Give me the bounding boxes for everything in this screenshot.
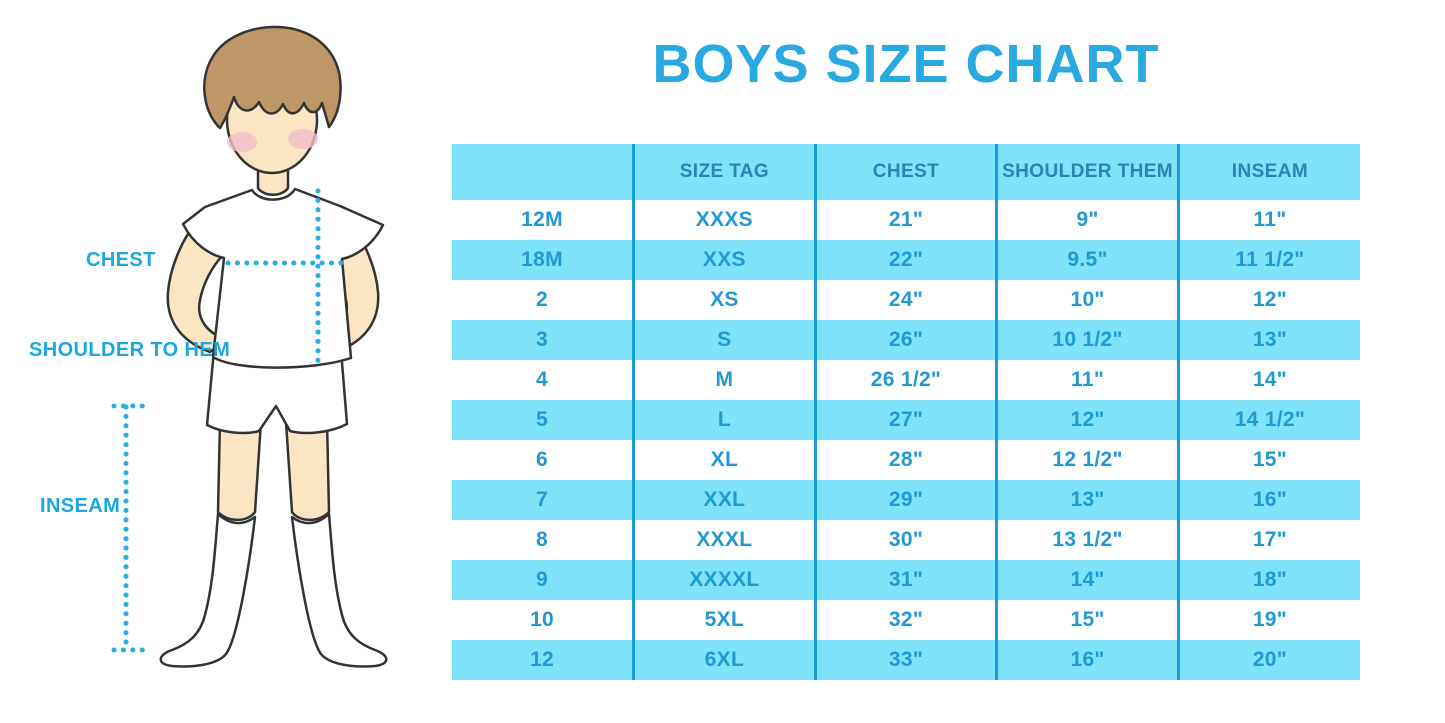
hair [203, 25, 342, 130]
cell-chest: 28" [813, 440, 997, 480]
cell-inseam: 11 1/2" [1176, 240, 1360, 280]
table-row: 9 XXXXL 31" 14" 18" [452, 560, 1360, 600]
cell-chest: 24" [813, 280, 997, 320]
header-cell-size [452, 144, 634, 200]
cell-chest: 26 1/2" [813, 360, 997, 400]
cell-size-tag: XXXXL [632, 560, 816, 600]
cell-shoulder: 15" [995, 600, 1179, 640]
cell-chest: 22" [813, 240, 997, 280]
cell-size: 5 [452, 400, 634, 440]
inseam-label: INSEAM [40, 495, 121, 517]
cell-size: 12 [452, 640, 634, 680]
table-row: 12M XXXS 21" 9" 11" [452, 200, 1360, 240]
cell-inseam: 15" [1176, 440, 1360, 480]
cell-inseam: 11" [1176, 200, 1360, 240]
header-cell-chest: CHEST [813, 144, 997, 200]
table-row: 7 XXL 29" 13" 16" [452, 480, 1360, 520]
cell-shoulder: 12 1/2" [995, 440, 1179, 480]
cell-size-tag: XXL [632, 480, 816, 520]
table-row: 4 M 26 1/2" 11" 14" [452, 360, 1360, 400]
right-sock [290, 512, 388, 668]
cell-size-tag: XL [632, 440, 816, 480]
cell-inseam: 19" [1176, 600, 1360, 640]
cell-size-tag: XS [632, 280, 816, 320]
cell-size: 4 [536, 368, 549, 391]
cell-inseam: 14" [1176, 360, 1360, 400]
page-title: BOYS SIZE CHART [652, 34, 1160, 94]
cell-shoulder: 16" [995, 640, 1179, 680]
boy-illustration [111, 25, 388, 668]
cell-size-tag: 5XL [632, 600, 816, 640]
cell-inseam: 13" [1176, 320, 1360, 360]
cell-size: 3 [452, 320, 634, 360]
cell-shoulder: 10" [995, 280, 1179, 320]
size-table-body: 12M XXXS 21" 9" 11" 18M XXS 22" 9.5" 11 … [452, 200, 1360, 680]
header-row: SIZE TAG CHEST SHOULDER THEM INSEAM [452, 144, 1360, 200]
cell-shoulder: 13" [995, 480, 1179, 520]
right-blush [288, 129, 318, 149]
size-table: SIZE TAG CHEST SHOULDER THEM INSEAM 12M … [452, 144, 1360, 680]
cell-inseam: 14 1/2" [1176, 400, 1360, 440]
cell-chest: 31" [813, 560, 997, 600]
table-row: 6 XL 28" 12 1/2" 15" [452, 440, 1360, 480]
right-leg [284, 418, 331, 522]
left-arm [166, 224, 228, 354]
header-cell-inseam: INSEAM [1176, 144, 1360, 200]
cell-shoulder: 12" [995, 400, 1179, 440]
cell-size-tag: L [632, 400, 816, 440]
cell-size-tag: XXS [632, 240, 816, 280]
table-row: 2 XS 24" 10" 12" [452, 280, 1360, 320]
size-table-header: SIZE TAG CHEST SHOULDER THEM INSEAM [452, 144, 1360, 200]
cell-chest: 26" [813, 320, 997, 360]
cell-shoulder: 14" [995, 560, 1179, 600]
table-row: 18M XXS 22" 9.5" 11 1/2" [452, 240, 1360, 280]
cell-size-tag: S [632, 320, 816, 360]
cell-chest: 29" [813, 480, 997, 520]
cell-shoulder: 9.5" [995, 240, 1179, 280]
cell-size-tag: M [632, 360, 816, 400]
cell-size-tag: XXXS [632, 200, 816, 240]
shorts [205, 348, 349, 435]
cell-size: 18M [452, 240, 634, 280]
cell-inseam: 16" [1176, 480, 1360, 520]
cell-inseam: 18" [1176, 560, 1360, 600]
cell-inseam: 20" [1176, 640, 1360, 680]
t-shirt [181, 187, 385, 369]
cell-shoulder: 9" [995, 200, 1179, 240]
left-leg [216, 418, 263, 522]
cell-size: 12M [521, 208, 563, 231]
table-row: 8 XXXL 30" 13 1/2" 17" [452, 520, 1360, 560]
chest-label: CHEST [86, 249, 156, 271]
cell-size: 7 [452, 480, 634, 520]
header-cell-shoulder: SHOULDER THEM [995, 144, 1179, 200]
cell-chest: 32" [813, 600, 997, 640]
cell-size-tag: XXXL [632, 520, 816, 560]
measurement-diagram: CHEST SHOULDER TO HEM INSEAM [0, 0, 450, 723]
cell-chest: 27" [813, 400, 997, 440]
left-blush [227, 132, 257, 152]
shoulder-to-hem-label: SHOULDER TO HEM [29, 339, 231, 361]
cell-shoulder: 13 1/2" [995, 520, 1179, 560]
cell-chest: 30" [813, 520, 997, 560]
cell-size: 6 [536, 448, 549, 471]
cell-size: 9 [452, 560, 634, 600]
cell-size: 2 [536, 288, 549, 311]
cell-size: 10 [530, 608, 555, 631]
table-row: 5 L 27" 12" 14 1/2" [452, 400, 1360, 440]
cell-shoulder: 11" [995, 360, 1179, 400]
cell-chest: 21" [813, 200, 997, 240]
cell-inseam: 12" [1176, 280, 1360, 320]
table-row: 10 5XL 32" 15" 19" [452, 600, 1360, 640]
cell-shoulder: 10 1/2" [995, 320, 1179, 360]
cell-chest: 33" [813, 640, 997, 680]
cell-size: 8 [536, 528, 549, 551]
cell-size-tag: 6XL [632, 640, 816, 680]
table-row: 3 S 26" 10 1/2" 13" [452, 320, 1360, 360]
left-sock [159, 512, 257, 668]
table-row: 12 6XL 33" 16" 20" [452, 640, 1360, 680]
header-cell-size-tag: SIZE TAG [632, 144, 816, 200]
cell-inseam: 17" [1176, 520, 1360, 560]
